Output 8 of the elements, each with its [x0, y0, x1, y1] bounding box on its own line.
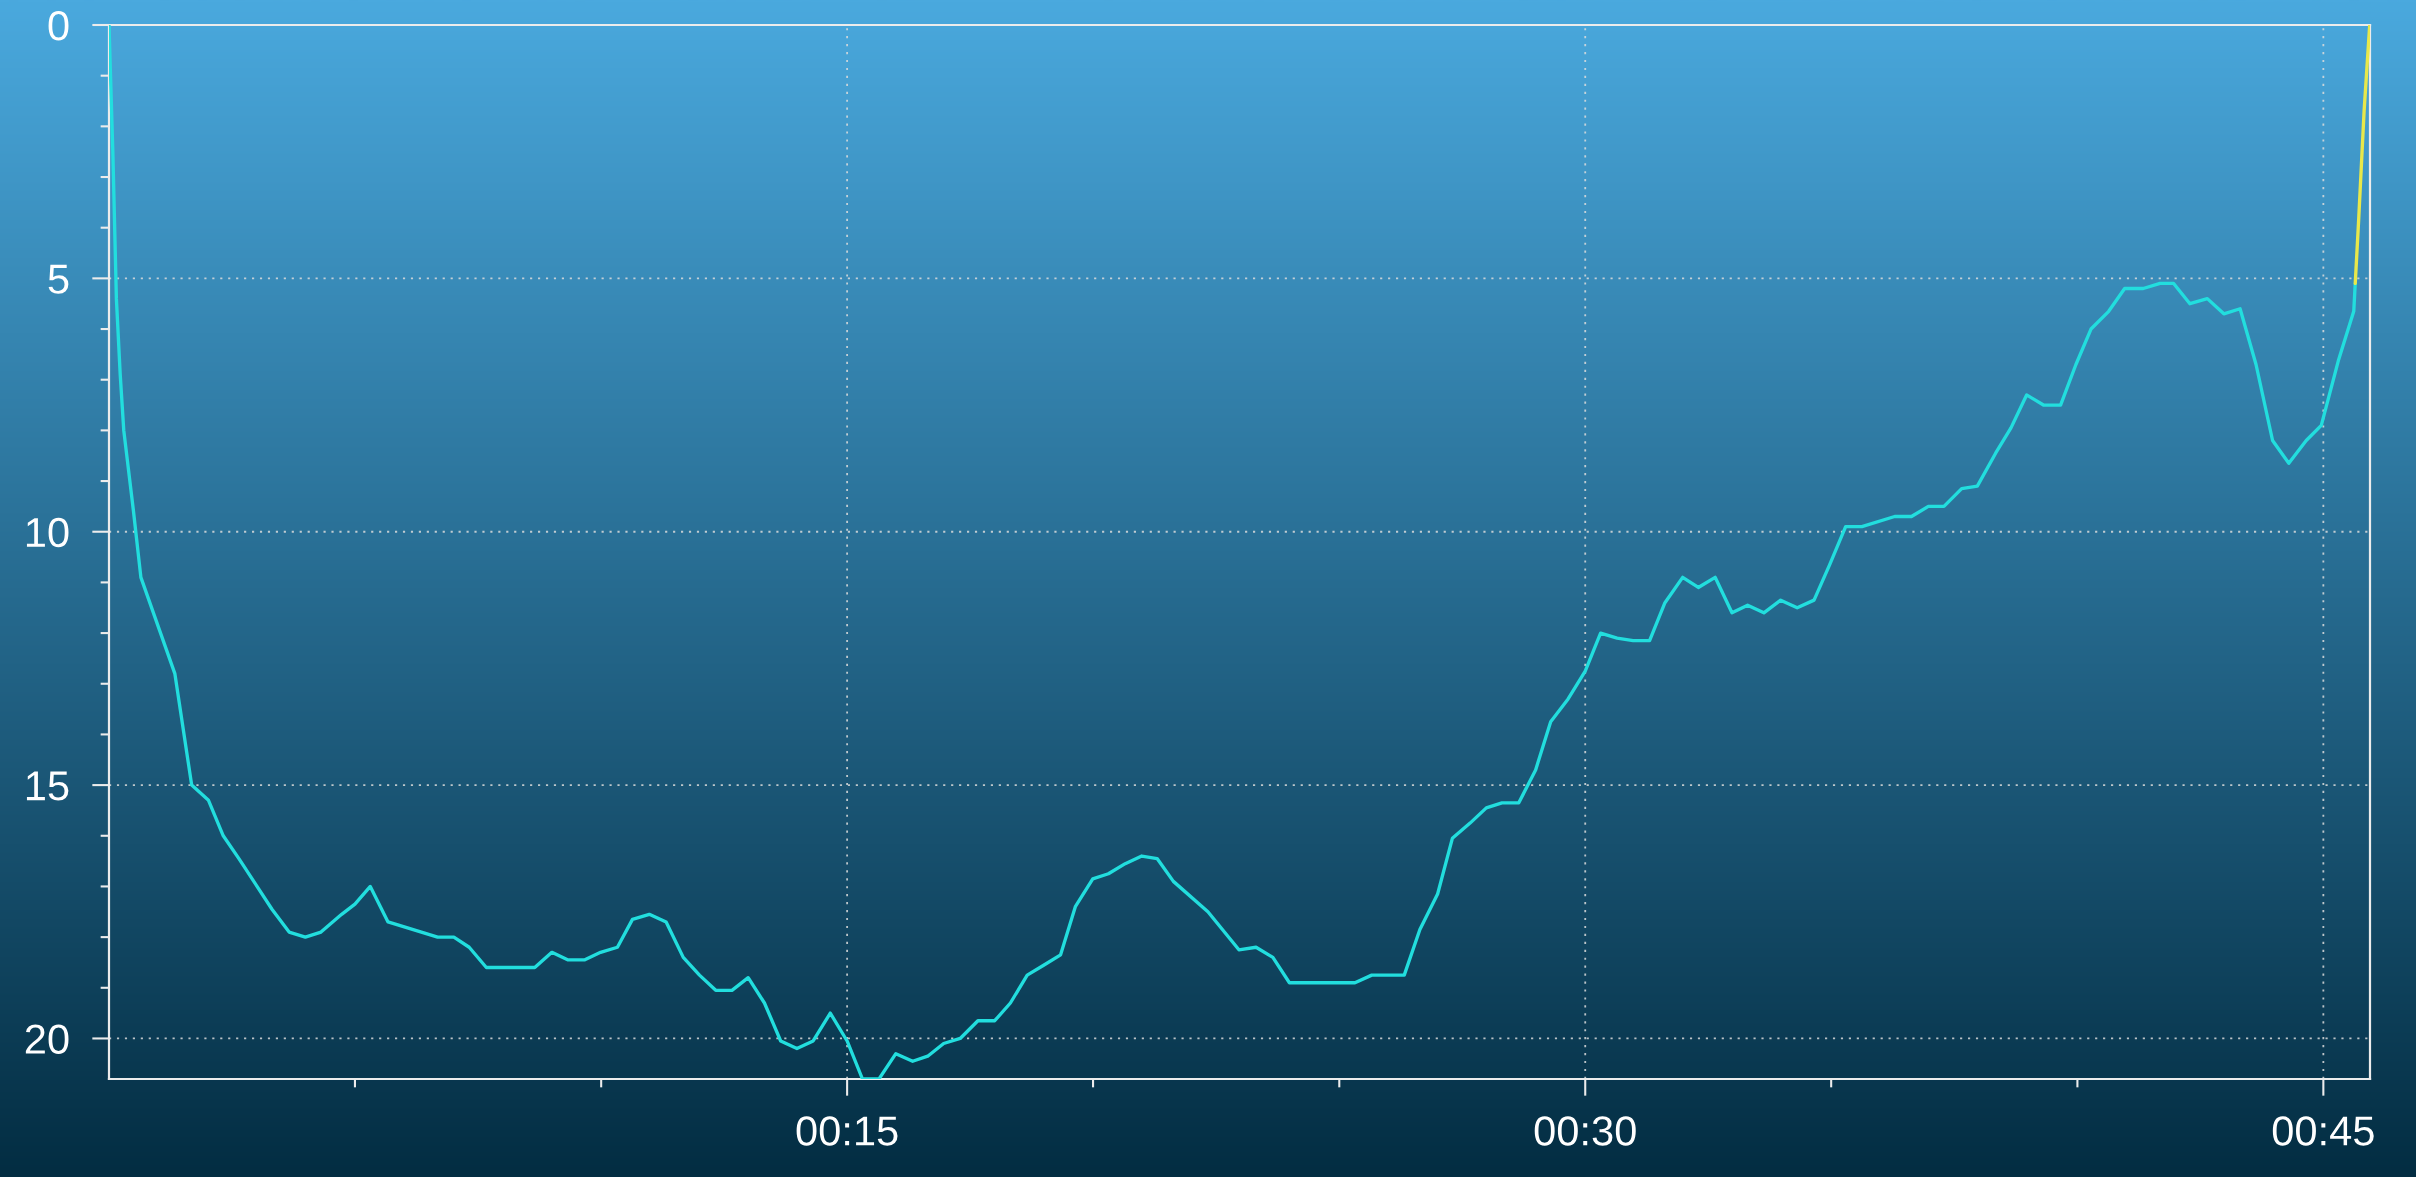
- y-tick-label: 5: [48, 264, 69, 294]
- x-tick-label: 00:45: [2272, 1116, 2374, 1146]
- x-tick-label: 00:15: [796, 1116, 898, 1146]
- y-tick-label: 10: [26, 517, 69, 548]
- y-tick-label: 15: [26, 771, 69, 801]
- y-tick-label: 0: [48, 11, 69, 41]
- x-tick-label: 00:30: [1534, 1116, 1636, 1146]
- y-tick-label: 20: [25, 1024, 69, 1054]
